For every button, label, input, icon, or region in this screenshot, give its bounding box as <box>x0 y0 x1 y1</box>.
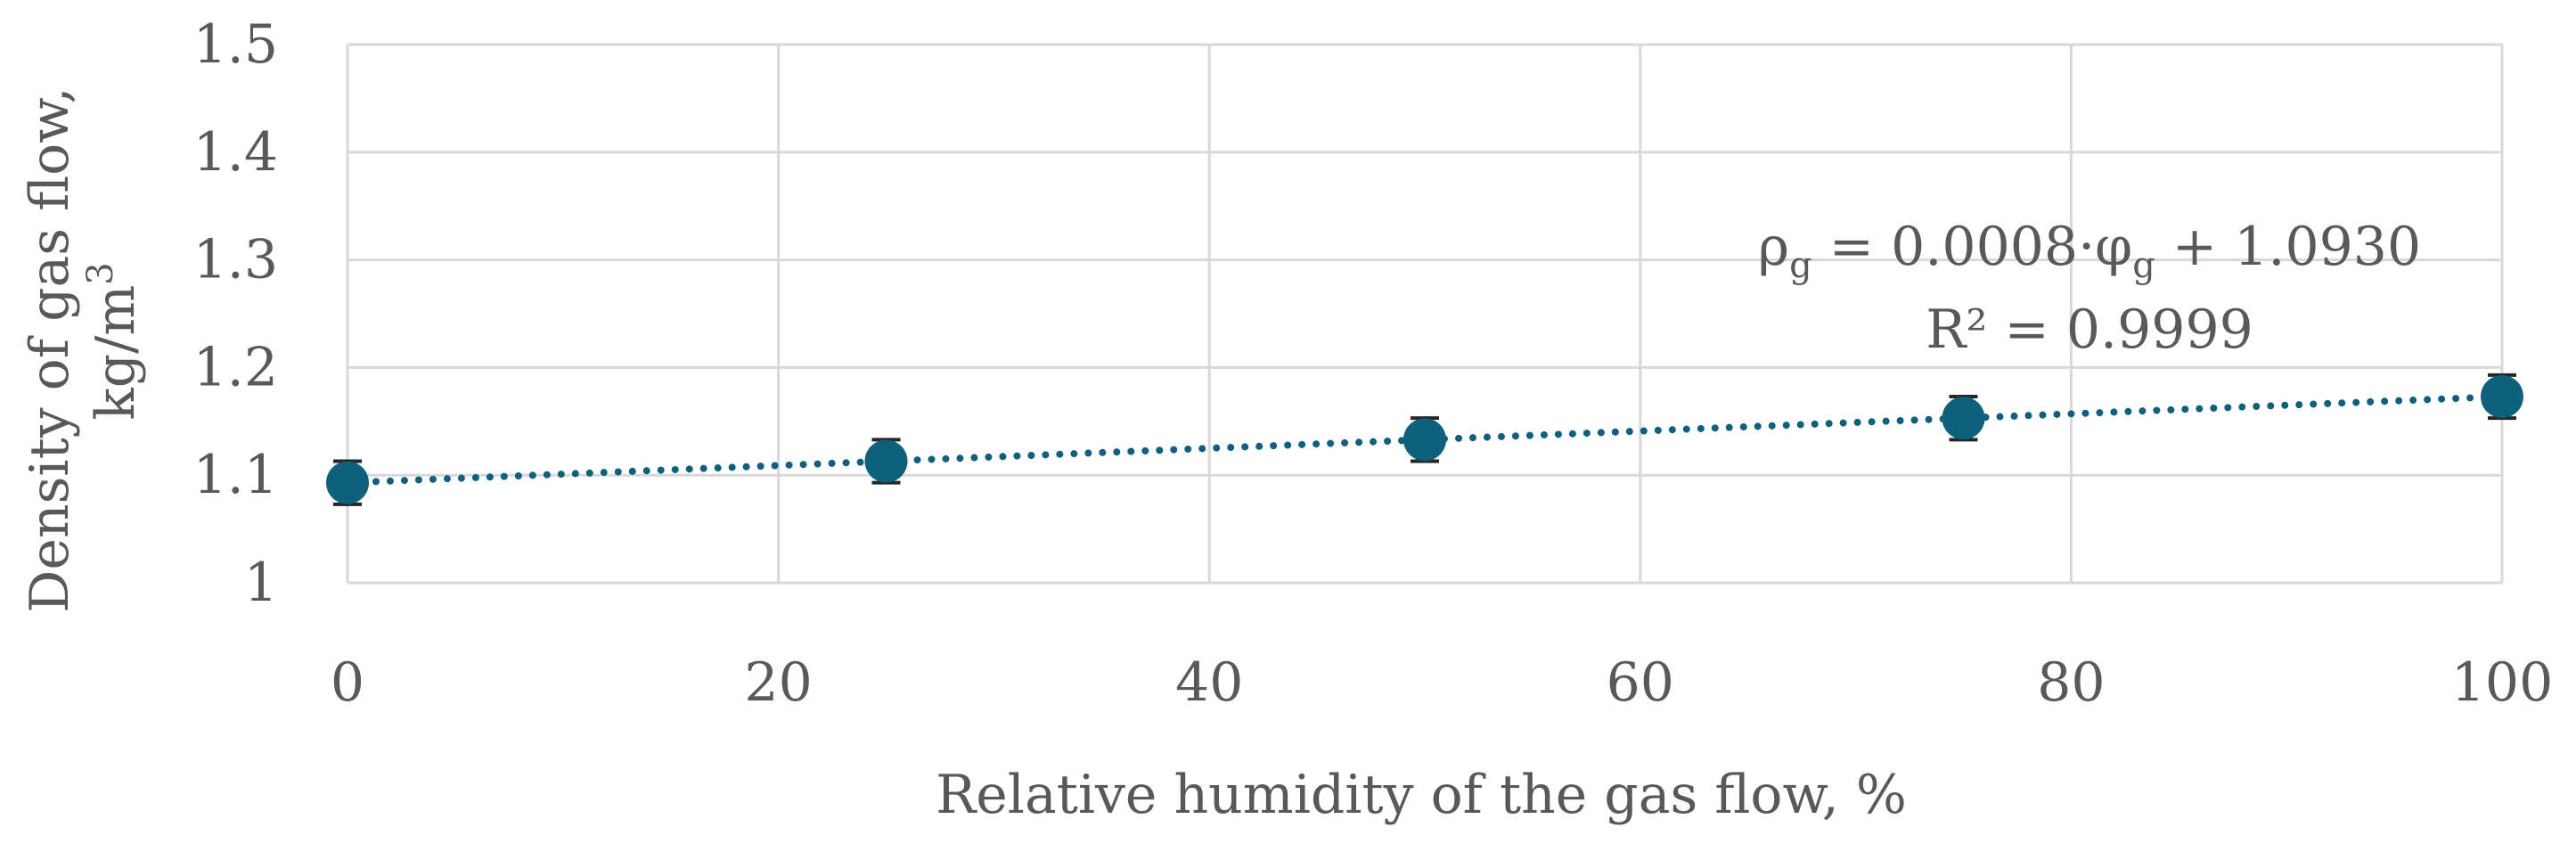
data-points <box>326 373 2523 506</box>
y-axis-label-unit-superscript: 3 <box>80 262 121 284</box>
y-tick-label: 1.1 <box>193 444 278 506</box>
data-marker <box>1403 418 1446 462</box>
data-point <box>864 438 908 485</box>
data-marker <box>326 461 369 504</box>
data-point <box>326 459 369 506</box>
y-tick-label: 1 <box>244 552 278 614</box>
data-marker <box>864 439 908 483</box>
tick-labels: 1 1.1 1.2 1.3 1.4 1.5 0 20 40 60 80 100 <box>193 13 2554 714</box>
grid <box>346 43 2504 585</box>
y-axis-label-line1: Density of gas flow, <box>19 86 81 612</box>
equation-phi-subscript: g <box>2132 245 2155 286</box>
y-tick-label: 1.3 <box>193 229 278 291</box>
equation-slope-part: = 0.0008·φ <box>1812 216 2132 278</box>
data-point <box>2481 373 2523 421</box>
data-point <box>1942 395 1985 442</box>
data-point <box>1403 416 1446 463</box>
data-marker <box>2481 375 2523 419</box>
equation-rho: ρ <box>1758 216 1789 278</box>
data-marker <box>1942 397 1985 440</box>
equation-rho-subscript: g <box>1789 245 1812 286</box>
x-tick-label: 80 <box>2037 651 2105 714</box>
trendline-equation: ρg = 0.0008·φg + 1.0930 <box>1758 216 2421 286</box>
x-tick-label: 100 <box>2451 651 2554 714</box>
x-tick-label: 40 <box>1175 651 1243 714</box>
y-axis-label-line2: kg/m3 <box>80 262 147 420</box>
x-tick-label: 20 <box>744 651 812 714</box>
y-axis-label: Density of gas flow, kg/m3 <box>19 70 147 612</box>
y-tick-label: 1.2 <box>193 336 278 398</box>
equation-intercept-part: + 1.0930 <box>2155 216 2421 278</box>
y-tick-label: 1.4 <box>193 121 278 184</box>
r-squared-label: R² = 0.9999 <box>1926 299 2253 361</box>
x-tick-label: 60 <box>1607 651 1674 714</box>
y-tick-label: 1.5 <box>193 13 278 76</box>
x-axis-label: Relative humidity of the gas flow, % <box>936 764 1907 826</box>
y-axis-label-unit: kg/m <box>85 285 147 421</box>
trendline <box>344 393 2506 487</box>
x-tick-label: 0 <box>331 651 364 714</box>
